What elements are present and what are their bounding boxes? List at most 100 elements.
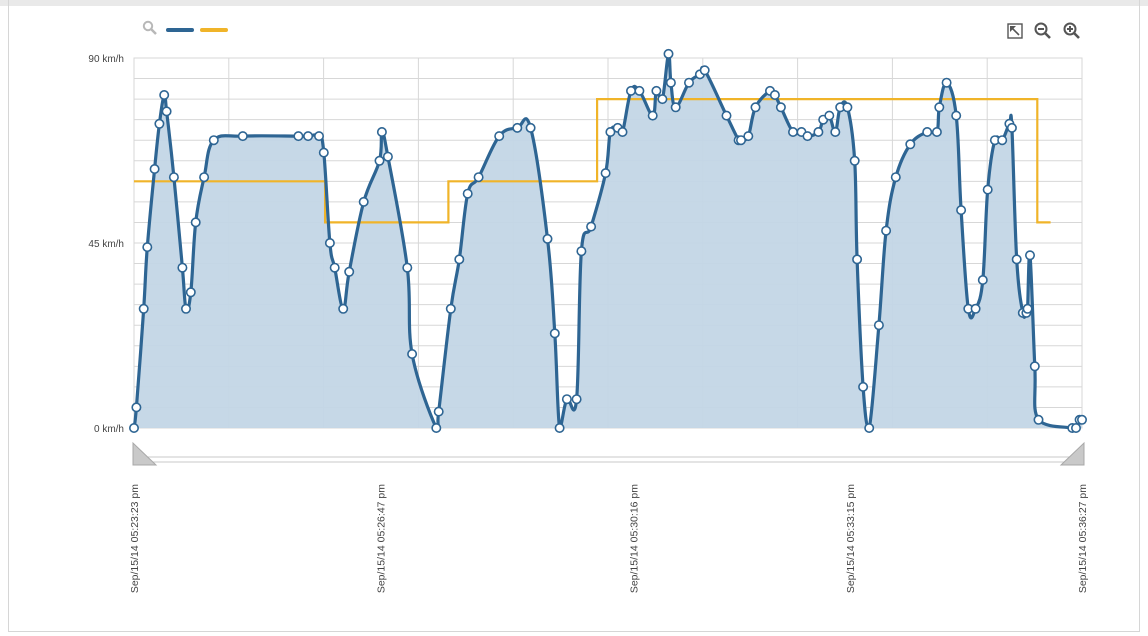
speed-point	[374, 155, 385, 166]
speed-point	[1029, 361, 1040, 372]
speed-point	[586, 221, 597, 232]
zoom-out-icon[interactable]	[1034, 22, 1051, 39]
speed-point	[663, 48, 674, 59]
speed-point	[951, 110, 962, 121]
speed-point	[237, 131, 248, 142]
speed-point	[931, 127, 942, 138]
speed-point	[561, 394, 572, 405]
speed-point	[934, 102, 945, 113]
speed-point	[376, 127, 387, 138]
speed-point	[905, 139, 916, 150]
speed-point	[177, 262, 188, 273]
speed-point	[1033, 414, 1044, 425]
speed-point	[318, 147, 329, 158]
range-handle-right[interactable]	[1059, 441, 1085, 466]
speed-point	[1025, 250, 1036, 261]
speed-point	[208, 135, 219, 146]
speed-point	[402, 262, 413, 273]
top-border-strip	[0, 0, 1148, 6]
limit-line	[134, 97, 1051, 224]
speed-point	[775, 102, 786, 113]
speed-point	[735, 135, 746, 146]
speed-point	[858, 381, 869, 392]
magnifier-icon[interactable]	[142, 20, 157, 35]
speed-point	[1011, 254, 1022, 265]
speed-point	[956, 205, 967, 216]
speed-point	[149, 164, 160, 175]
zoom-in-icon[interactable]	[1063, 22, 1080, 39]
speed-point	[525, 122, 536, 133]
speed-point	[199, 172, 210, 183]
speed-point	[185, 287, 196, 298]
speed-point	[358, 196, 369, 207]
speed-point	[849, 155, 860, 166]
speed-point	[941, 77, 952, 88]
speed-point	[647, 110, 658, 121]
speed-point	[454, 254, 465, 265]
y-axis: 0 km/h 45 km/h 90 km/h	[88, 54, 124, 435]
speed-point	[852, 254, 863, 265]
speed-point	[617, 127, 628, 138]
speed-point	[1022, 303, 1033, 314]
speed-point	[576, 246, 587, 257]
speed-point	[542, 233, 553, 244]
x-tick-label: Sep/15/14 05:23:23 pm	[129, 484, 141, 593]
speed-point	[699, 65, 710, 76]
speed-point	[657, 94, 668, 105]
y-tick-label: 45 km/h	[88, 239, 124, 250]
speed-point	[997, 135, 1008, 146]
speed-point	[324, 238, 335, 249]
speed-point	[824, 110, 835, 121]
speed-point	[462, 188, 473, 199]
y-tick-label: 90 km/h	[88, 54, 124, 65]
speed-point	[382, 151, 393, 162]
speed-point	[769, 90, 780, 101]
speed-line	[132, 52, 1083, 430]
speed-area	[134, 53, 1082, 428]
speed-point	[787, 127, 798, 138]
speed-series	[132, 52, 1083, 430]
speed-point	[181, 303, 192, 314]
speed-point	[549, 328, 560, 339]
speed-point	[407, 348, 418, 359]
speed-point	[494, 131, 505, 142]
x-axis: Sep/15/14 05:23:23 pm Sep/15/14 05:26:47 …	[129, 484, 1089, 593]
x-tick-label: Sep/15/14 05:30:16 pm	[628, 484, 640, 593]
speed-point	[600, 168, 611, 179]
speed-point	[154, 118, 165, 129]
speed-point	[142, 242, 153, 253]
speed-point	[433, 406, 444, 417]
speed-point	[329, 262, 340, 273]
speed-point	[683, 77, 694, 88]
speed-point	[161, 106, 172, 117]
speed-point	[431, 422, 442, 433]
speed-point	[802, 131, 813, 142]
speed-point	[445, 303, 456, 314]
x-tick-label: Sep/15/14 05:26:47 pm	[376, 484, 388, 593]
speed-point	[970, 303, 981, 314]
speed-point	[168, 172, 179, 183]
reset-zoom-icon[interactable]	[1007, 23, 1023, 39]
speed-point	[922, 127, 933, 138]
speed-point	[881, 225, 892, 236]
speed-point	[293, 131, 304, 142]
speed-point	[129, 422, 140, 433]
range-slider[interactable]	[134, 456, 1082, 463]
speed-point	[473, 172, 484, 183]
speed-point	[303, 131, 314, 142]
speed-point	[344, 266, 355, 277]
speed-point	[571, 394, 582, 405]
speed-point	[651, 85, 662, 96]
speed-point	[813, 127, 824, 138]
speed-point	[131, 402, 142, 413]
speed-point	[625, 85, 636, 96]
speed-point	[830, 127, 841, 138]
range-handle-left[interactable]	[132, 441, 158, 466]
speed-point	[512, 122, 523, 133]
chart-frame	[8, 0, 1140, 632]
speed-point	[721, 110, 732, 121]
speed-point	[159, 90, 170, 101]
x-tick-label: Sep/15/14 05:36:27 pm	[1077, 484, 1089, 593]
speed-point	[842, 102, 853, 113]
